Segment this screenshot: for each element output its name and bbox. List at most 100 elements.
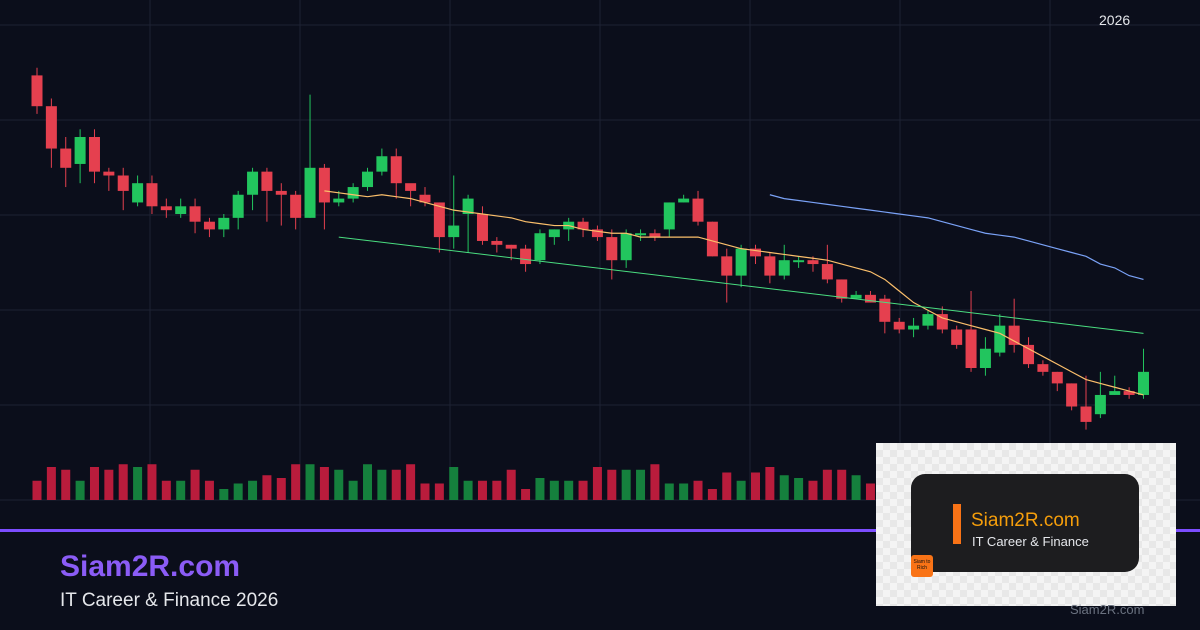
volume-bar [262, 475, 272, 500]
candle-body [706, 221, 718, 257]
volume-bar [176, 480, 186, 500]
small-logo-icon: Siam to Rich [911, 555, 933, 577]
candle-body [678, 198, 690, 203]
volume-bar [348, 480, 358, 500]
candle-body [491, 240, 503, 245]
candle-body [203, 221, 215, 230]
candle-body [304, 167, 316, 218]
candle-body [979, 348, 991, 368]
volume-bar [636, 469, 646, 500]
volume-bar [319, 467, 329, 500]
candle-body [218, 217, 230, 230]
volume-bar [334, 469, 344, 500]
volume-bar [794, 478, 804, 500]
ma-long-line [769, 194, 1144, 281]
volume-bar [61, 469, 71, 500]
candle-body [649, 233, 661, 238]
chart-grid [0, 0, 1200, 501]
volume-bar [650, 464, 660, 500]
volume-bar [564, 480, 574, 500]
volume-bar [621, 469, 631, 500]
candle-body [505, 244, 517, 249]
candle-body [1066, 383, 1078, 407]
candle-body [864, 294, 876, 303]
volume-bar [233, 483, 243, 500]
logo-overlay: Siam2R.com IT Career & Finance Siam to R… [876, 443, 1176, 606]
candle-body [936, 314, 948, 330]
candle-body [318, 167, 330, 203]
volume-bar [161, 480, 171, 500]
brand-tagline: IT Career & Finance 2026 [60, 590, 279, 611]
volume-bar [722, 472, 732, 500]
candle-body [117, 175, 129, 191]
volume-bar [133, 467, 143, 500]
candle-body [1123, 391, 1135, 395]
volume-bar [506, 469, 516, 500]
candle-body [764, 256, 776, 276]
volume-bar [118, 464, 128, 500]
volume-bar [607, 469, 617, 500]
volume-bar [549, 480, 559, 500]
volume-bar [736, 480, 746, 500]
candle-body [1137, 371, 1149, 395]
volume-bar [305, 464, 315, 500]
candle-body [620, 233, 632, 261]
candle-body [520, 248, 532, 265]
volume-bar [449, 467, 459, 500]
volume-bar [592, 467, 602, 500]
candle-body [103, 171, 115, 176]
candle-body [362, 171, 374, 188]
candle-body [1008, 325, 1020, 345]
candle-body [1094, 394, 1106, 415]
candle-body [88, 137, 100, 172]
volume-bar [420, 483, 430, 500]
candle-body [476, 214, 488, 241]
volume-bar [377, 469, 387, 500]
candle-body [577, 221, 589, 230]
candle-body [994, 325, 1006, 353]
volume-bar [808, 480, 818, 500]
logo-bar-icon [953, 504, 961, 544]
candle-body [821, 264, 833, 280]
candle-body [534, 233, 546, 261]
candle-body [132, 183, 144, 203]
candle-body [778, 260, 790, 276]
year-label: 2026 [1099, 12, 1131, 28]
brand-title[interactable]: Siam2R.com [60, 550, 241, 583]
volume-bar [693, 480, 703, 500]
candle-body [376, 156, 388, 172]
volume-bar [291, 464, 301, 500]
candle-body [548, 229, 560, 238]
volume-bar [521, 489, 531, 500]
volume-bar [46, 467, 56, 500]
candle-body [160, 206, 172, 211]
candle-body [965, 329, 977, 368]
candle-body [893, 321, 905, 330]
volume-bar [679, 483, 689, 500]
volume-bar [477, 480, 487, 500]
volume-bar [765, 467, 775, 500]
candle-body [275, 190, 287, 195]
candle-body [60, 148, 72, 168]
volume-bar [89, 467, 99, 500]
candle-body [793, 260, 805, 263]
candle-body [1080, 406, 1092, 422]
candle-body [290, 194, 302, 218]
volume-bar [204, 480, 214, 500]
ma-short-line [324, 190, 1144, 396]
candle-body [606, 237, 618, 261]
volume-bar [463, 480, 473, 500]
volume-bar [190, 469, 200, 500]
candle-body [908, 325, 920, 330]
volume-bar [851, 475, 861, 500]
candle-body [347, 187, 359, 199]
candle-body [146, 183, 158, 207]
candle-body [836, 279, 848, 299]
candle-body [31, 75, 43, 107]
candle-body [1023, 344, 1035, 365]
candle-body [45, 106, 57, 149]
logo-card: Siam2R.com IT Career & Finance Siam to R… [911, 474, 1139, 577]
candle-body [635, 233, 647, 236]
volume-bar [276, 478, 286, 500]
volume-bar [707, 489, 717, 500]
